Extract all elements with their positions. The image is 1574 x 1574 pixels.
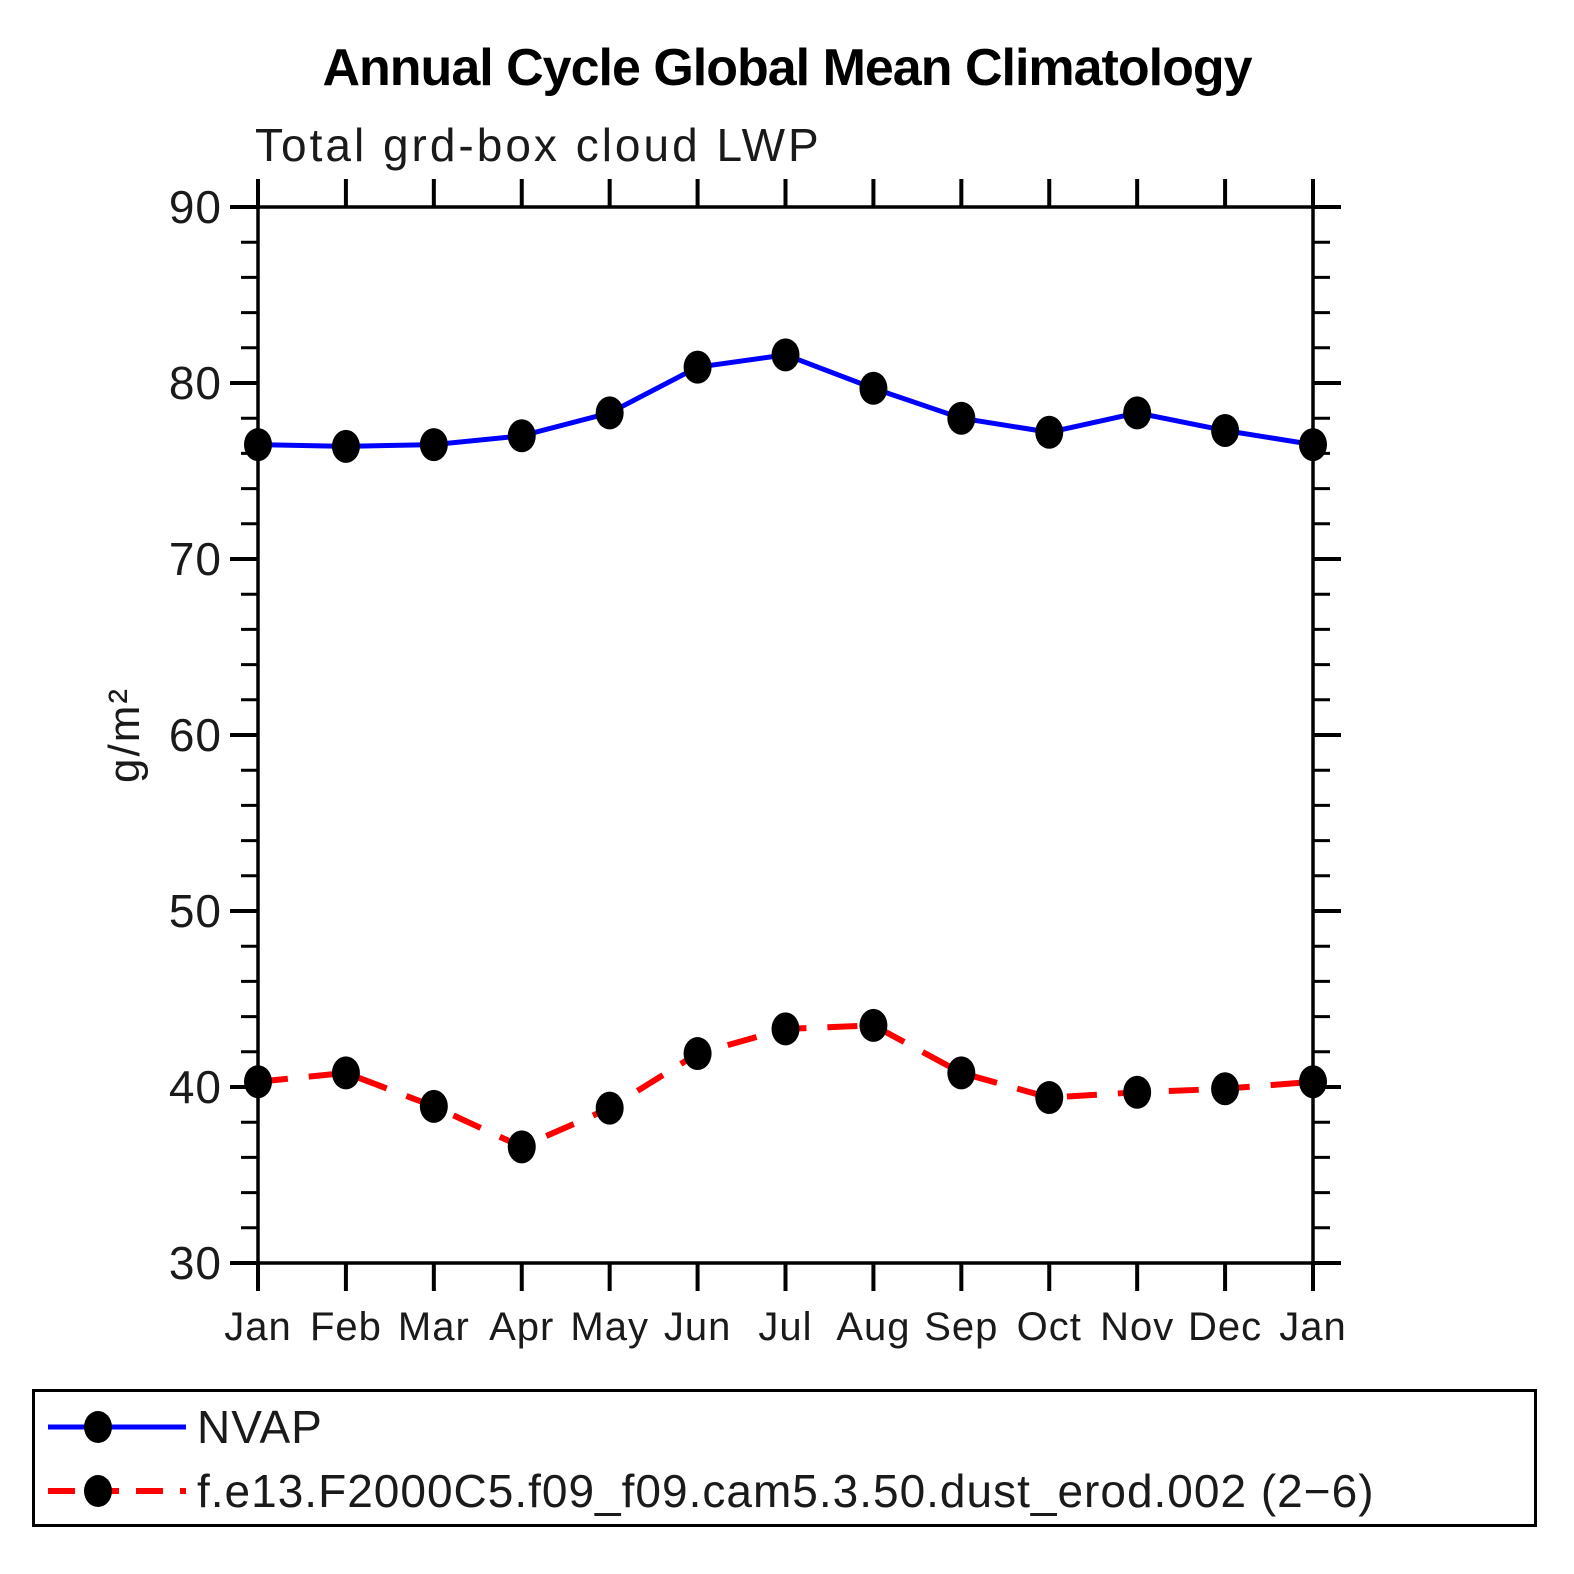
data-point-marker-s1-5	[683, 1037, 712, 1071]
x-axis-month-label-10: Nov	[1100, 1305, 1174, 1349]
chart-subtitle: Total grd-box cloud LWP	[255, 119, 822, 171]
x-axis-month-label-1: Feb	[310, 1305, 382, 1349]
data-point-marker-s0-7	[859, 371, 888, 405]
data-point-marker-s0-4	[595, 396, 624, 430]
x-axis-month-label-0: Jan	[224, 1305, 292, 1349]
x-axis-month-label-3: Apr	[489, 1305, 554, 1349]
legend-sample-solid-line	[48, 1411, 186, 1443]
legend-label-model: f.e13.F2000C5.f09_f09.cam5.3.50.dust_ero…	[197, 1465, 1375, 1517]
data-point-marker-s1-0	[244, 1065, 272, 1099]
y-axis-tick-label-30: 30	[169, 1237, 222, 1289]
legend-box: NVAP f.e13.F2000C5.f09_f09.cam5.3.50.dus…	[32, 1389, 1537, 1527]
y-axis-tick-label-40: 40	[169, 1061, 222, 1113]
chart-title: Annual Cycle Global Mean Climatology	[322, 39, 1252, 97]
y-axis-tick-label-70: 70	[169, 533, 222, 585]
y-axis-tick-label-50: 50	[169, 885, 222, 937]
x-axis-month-label-9: Oct	[1017, 1305, 1082, 1349]
legend-label-nvap: NVAP	[197, 1401, 323, 1453]
data-point-marker-s0-12	[1299, 428, 1327, 462]
y-axis-tick-label-60: 60	[169, 709, 222, 761]
legend-entry-nvap: NVAP	[48, 1401, 323, 1453]
data-point-marker-s1-10	[1123, 1075, 1152, 1109]
data-point-marker-s0-2	[419, 428, 448, 462]
data-point-marker-s0-3	[507, 419, 536, 453]
data-point-marker-s1-1	[331, 1056, 360, 1090]
x-axis-month-label-12: Jan	[1279, 1305, 1347, 1349]
data-point-marker-s0-8	[947, 401, 976, 435]
data-point-marker-s1-2	[419, 1089, 448, 1123]
data-point-marker-s0-9	[1035, 415, 1064, 449]
x-axis-month-label-11: Dec	[1188, 1305, 1262, 1349]
data-point-marker-s0-6	[771, 338, 800, 372]
data-point-marker-s1-4	[595, 1091, 624, 1125]
data-point-marker-s1-11	[1211, 1072, 1240, 1106]
data-point-marker-s0-5	[683, 350, 712, 384]
data-point-marker-s0-0	[244, 428, 272, 462]
data-point-marker-s0-10	[1123, 396, 1152, 430]
x-axis-month-label-4: May	[570, 1305, 649, 1349]
legend-marker-dot	[84, 1411, 112, 1443]
legend-marker-dot	[84, 1475, 112, 1507]
x-axis-month-label-7: Aug	[836, 1305, 910, 1349]
x-axis-month-label-6: Jul	[758, 1305, 812, 1349]
x-axis-month-label-5: Jun	[664, 1305, 732, 1349]
data-point-marker-s1-12	[1299, 1065, 1327, 1099]
data-point-marker-s1-9	[1035, 1081, 1064, 1115]
y-axis-tick-label-90: 90	[169, 181, 222, 233]
data-point-marker-s0-1	[331, 429, 360, 463]
data-point-marker-s1-3	[507, 1130, 536, 1164]
legend-sample-dashed-line	[48, 1475, 186, 1507]
legend-entry-model: f.e13.F2000C5.f09_f09.cam5.3.50.dust_ero…	[48, 1465, 1375, 1517]
x-axis-month-label-2: Mar	[398, 1305, 470, 1349]
data-point-marker-s0-11	[1211, 414, 1240, 448]
data-point-marker-s1-6	[771, 1012, 800, 1046]
x-axis-month-label-8: Sep	[924, 1305, 998, 1349]
y-axis-tick-label-80: 80	[169, 357, 222, 409]
data-point-marker-s1-7	[859, 1008, 888, 1042]
data-point-marker-s1-8	[947, 1056, 976, 1090]
